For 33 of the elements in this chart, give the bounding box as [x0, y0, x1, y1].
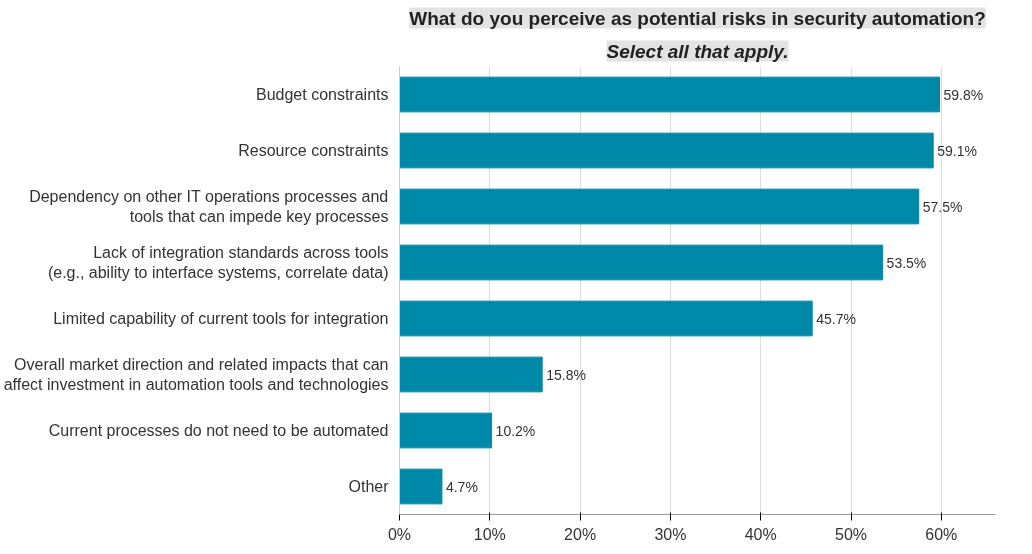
- data-label: 45.7%: [816, 310, 856, 327]
- chart-title: What do you perceive as potential risks in security automation?: [409, 7, 986, 29]
- y-tick-label: Dependency on other IT operations processes and tools that can impede key processes: [29, 187, 389, 226]
- data-label: 59.1%: [937, 142, 977, 159]
- data-label: 15.8%: [546, 366, 586, 383]
- bar: [399, 356, 543, 393]
- y-tick-label: Budget constraints: [255, 86, 389, 103]
- bar: [399, 244, 884, 281]
- bar: [399, 300, 813, 337]
- data-label: 4.7%: [445, 478, 478, 495]
- x-tick-label: 60%: [925, 525, 958, 543]
- bar: [399, 188, 920, 225]
- y-tick-label: Current processes do not need to be automated: [48, 422, 389, 439]
- bar: [399, 468, 443, 505]
- x-tick-label: 50%: [835, 525, 868, 543]
- y-tick-label: Resource constraints: [238, 142, 389, 159]
- bar: [399, 132, 934, 169]
- y-tick-label: Lack of integration standards across tools (e.g., ability to interface systems, correlate data): [47, 243, 389, 282]
- x-tick-label: 30%: [654, 525, 687, 543]
- y-tick-label: Limited capability of current tools for integration: [53, 310, 389, 327]
- y-tick-label: Overall market direction and related impacts that can affect investment in automation tools and technologies: [3, 355, 389, 394]
- bar: [399, 412, 493, 449]
- x-tick-label: 10%: [473, 525, 506, 543]
- x-tick-label: 20%: [564, 525, 597, 543]
- data-label: 57.5%: [922, 198, 963, 215]
- data-label: 59.8%: [943, 86, 984, 103]
- bar: [399, 76, 941, 113]
- chart-subtitle: Select all that apply.: [606, 40, 789, 62]
- x-tick-label: 40%: [744, 525, 777, 543]
- y-tick-label: Other: [348, 478, 390, 495]
- data-label: 10.2%: [495, 422, 536, 439]
- data-label: 53.5%: [886, 254, 927, 271]
- x-tick-label: 0%: [387, 525, 412, 543]
